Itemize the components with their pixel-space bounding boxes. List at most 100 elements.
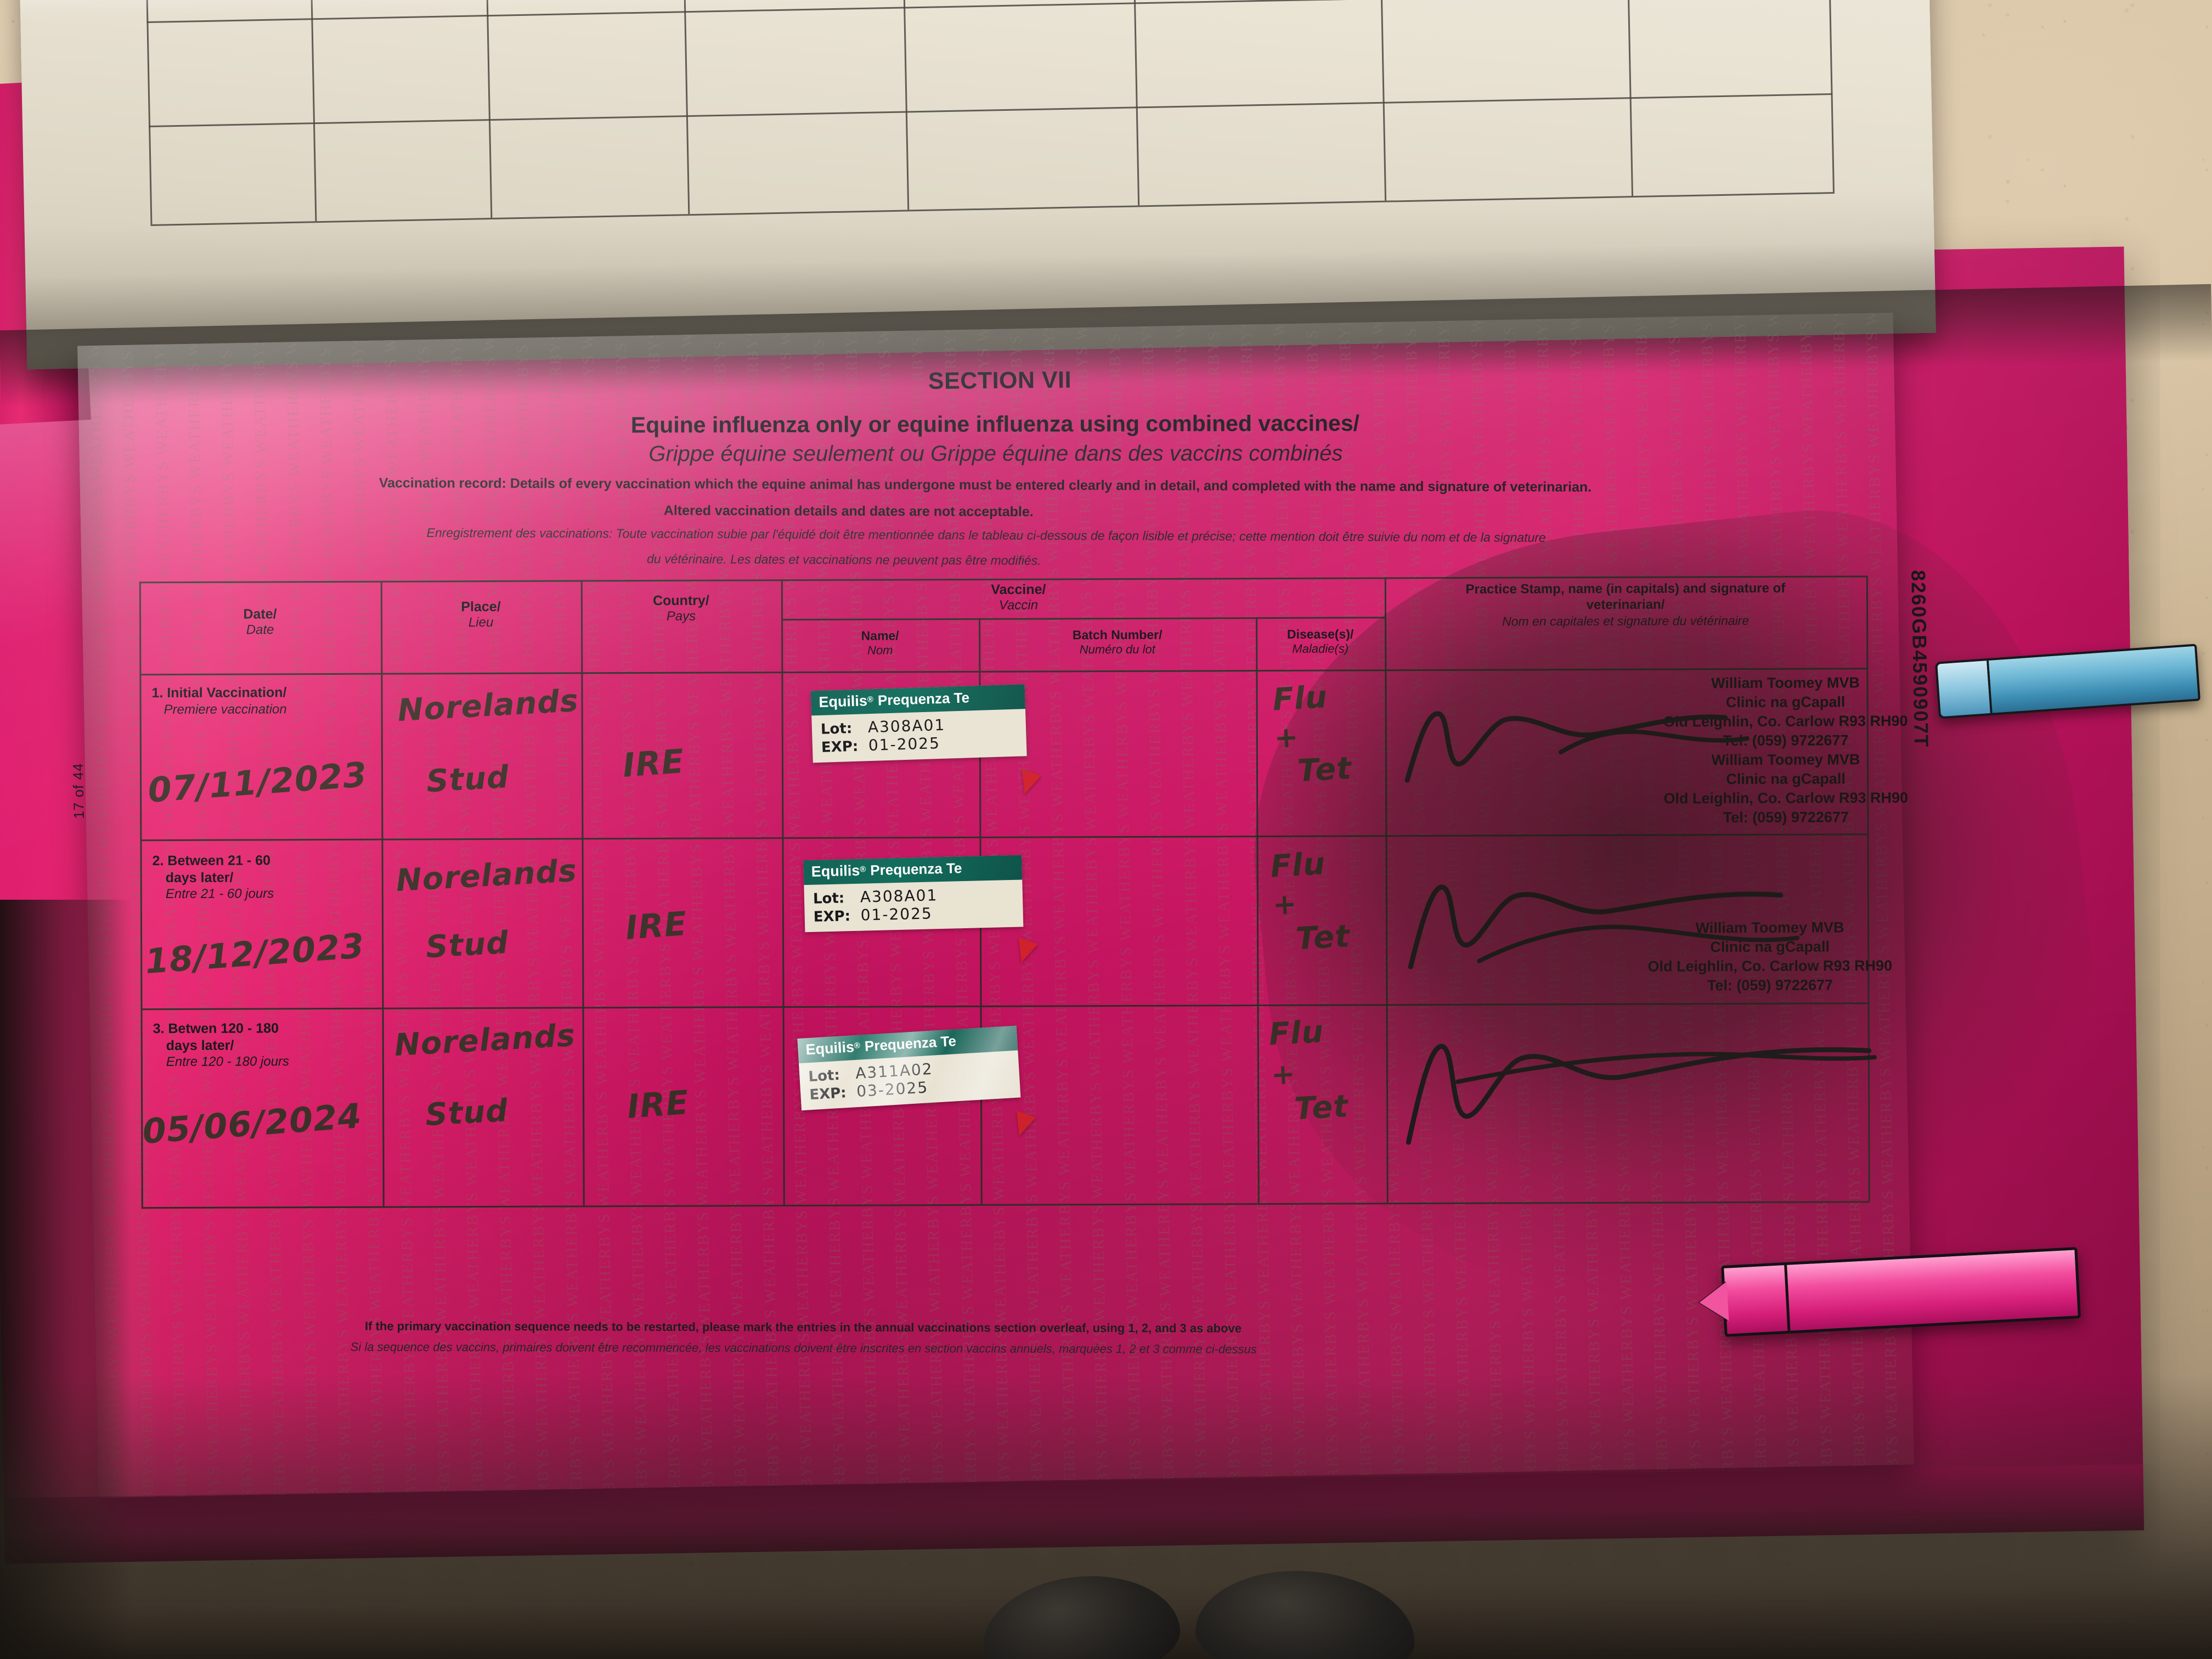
- footer-note-fr: Si la sequence des vaccins, primaires do…: [350, 1340, 1257, 1356]
- row2-stamp-l3: Old Leighlin, Co. Carlow R93 RH90: [1663, 789, 1909, 807]
- header-batch-fr: Numéro du lot: [1079, 642, 1155, 657]
- section-title: SECTION VII: [928, 366, 1072, 394]
- row2-stamp-l1: William Toomey MVB: [1711, 751, 1860, 769]
- header-stamp-en-l2: veterinarian/: [1586, 597, 1665, 613]
- header-batch: Batch Number/ Numéro du lot: [979, 627, 1256, 657]
- row3-vet-signature: [1406, 1043, 1877, 1145]
- upper-grid-vline: [900, 0, 910, 210]
- upper-grid-vline: [680, 0, 690, 215]
- row-label-2: 2. Between 21 - 60 days later/ Entre 21 …: [153, 852, 274, 902]
- header-disease-en: Disease(s)/: [1286, 627, 1354, 641]
- upper-grid-vline: [1825, 0, 1835, 193]
- row2-disease-line1: Flu: [1269, 846, 1327, 885]
- row2-vet-stamp: William Toomey MVB Clinic na gCapall Old…: [1544, 749, 2027, 828]
- upper-grid-vline: [1130, 0, 1140, 206]
- intro-en-line1: Vaccination record: Details of every vac…: [379, 475, 1592, 495]
- table-line-after-place: [580, 580, 585, 1206]
- table-line-row1-bottom: [140, 833, 1869, 842]
- blue-marker-cap: [1937, 660, 1993, 717]
- row3-stamp-l4: Tel: (059) 9722677: [1707, 977, 1833, 994]
- table-line-bottom: [141, 1201, 1870, 1209]
- row3-exp-key: EXP:: [809, 1085, 847, 1104]
- header-date-fr: Date: [246, 622, 274, 637]
- row3-place-line2: Stud: [424, 1092, 509, 1133]
- row2-vaccine-sticker: Equilis® Prequenza Te Lot: A308A01 EXP: 0…: [803, 855, 1024, 933]
- heading-english: Equine influenza only or equine influenz…: [630, 410, 1360, 438]
- header-vaccine-en: Vaccine/: [991, 582, 1046, 597]
- intro-en-line2: Altered vaccination details and dates ar…: [663, 503, 1034, 520]
- row2-label-en-l2: days later/: [165, 870, 234, 885]
- row2-lot-key: Lot:: [812, 890, 845, 907]
- row3-place-line1: Norelands: [393, 1017, 577, 1064]
- row1-sticker-body: Lot: A308A01 EXP: 01-2025: [811, 709, 1027, 763]
- intro-fr-line1: Enregistrement des vaccinations: Toute v…: [426, 525, 1546, 545]
- header-date-en: Date/: [243, 606, 277, 622]
- table-line-row2-bottom: [140, 1002, 1869, 1011]
- row2-country: IRE: [624, 904, 689, 947]
- header-country: Country/ Pays: [581, 592, 781, 624]
- header-name-fr: Nom: [867, 643, 893, 657]
- row3-date-handwritten: 05/06/2024: [141, 1095, 363, 1152]
- row1-exp-value: 01-2025: [868, 734, 941, 755]
- pink-marker-tip: [1698, 1281, 1729, 1323]
- row2-date-handwritten: 18/12/2023: [144, 925, 366, 982]
- row3-country: IRE: [625, 1083, 691, 1126]
- row-label-1: 1. Initial Vaccination/ Premiere vaccina…: [151, 684, 286, 718]
- row2-label-en-l1: 2. Between 21 - 60: [152, 853, 271, 869]
- row3-disease-line1: Flu: [1267, 1014, 1325, 1053]
- row2-sticker-body: Lot: A308A01 EXP: 01-2025: [804, 879, 1023, 932]
- row2-disease-line3: Tet: [1295, 918, 1351, 957]
- row2-product: Prequenza Te: [870, 860, 962, 879]
- row2-red-corner-tab: [1018, 935, 1040, 963]
- row2-exp-key: EXP:: [813, 908, 851, 926]
- header-vaccine-fr: Vaccin: [998, 597, 1039, 613]
- row3-stamp-l2: Clinic na gCapall: [1710, 938, 1830, 956]
- row1-disease-plus: +: [1273, 720, 1300, 755]
- row1-brand-reg: ®: [867, 695, 874, 704]
- header-country-fr: Pays: [666, 608, 696, 624]
- row1-stamp-l4: Tel: (059) 9722677: [1723, 732, 1849, 749]
- row3-disease-line3: Tet: [1293, 1088, 1350, 1127]
- row1-lot-key: Lot:: [820, 720, 853, 738]
- row3-label-fr: Entre 120 - 180 jours: [166, 1054, 290, 1070]
- row3-label-en-l2: days later/: [166, 1037, 234, 1053]
- heading-french: Grippe équine seulement ou Grippe équine…: [648, 441, 1343, 466]
- header-place-fr: Lieu: [468, 614, 494, 630]
- header-date: Date/ Date: [139, 606, 381, 639]
- footer-note-en: If the primary vaccination sequence need…: [364, 1319, 1242, 1335]
- upper-grid-vline: [308, 0, 317, 222]
- row2-stamp-l4: Tel: (059) 9722677: [1723, 809, 1849, 826]
- header-country-en: Country/: [653, 592, 709, 608]
- row1-date-handwritten: 07/11/2023: [146, 754, 369, 811]
- row1-disease-line1: Flu: [1271, 679, 1329, 718]
- row3-exp-value: 03-2025: [856, 1078, 929, 1101]
- header-stamp-fr: Nom en capitales et signature du vétérin…: [1502, 613, 1750, 629]
- row2-stamp-l2: Clinic na gCapall: [1726, 770, 1846, 788]
- header-name-en: Name/: [861, 628, 899, 643]
- row1-label-en-l1: 1. Initial Vaccination/: [151, 685, 287, 701]
- row3-brand: Equilis: [805, 1039, 855, 1058]
- row3-label-en-l1: 3. Betwen 120 - 180: [153, 1020, 279, 1037]
- row2-lot-value: A308A01: [860, 886, 938, 906]
- upper-grid-hline: [149, 93, 1833, 127]
- row2-brand: Equilis: [811, 862, 860, 880]
- row1-brand: Equilis: [818, 692, 868, 710]
- row1-red-corner-tab: [1022, 766, 1043, 794]
- header-batch-en: Batch Number/: [1072, 627, 1163, 642]
- row1-country: IRE: [621, 742, 686, 785]
- row1-vaccine-sticker: Equilis® Prequenza Te Lot: A308A01 EXP: 0…: [810, 684, 1027, 763]
- header-practice-stamp: Practice Stamp, name (in capitals) and s…: [1385, 580, 1866, 629]
- row1-place-line1: Norelands: [397, 682, 580, 729]
- row3-stamp-l1: William Toomey MVB: [1695, 919, 1844, 936]
- table-line-vaccine-split: [781, 617, 1385, 621]
- intro-fr-line2: du vétérinaire. Les dates et vaccination…: [647, 551, 1041, 568]
- row3-product: Prequenza Te: [864, 1032, 957, 1055]
- row2-place-line1: Norelands: [395, 853, 578, 899]
- row3-vet-stamp: William Toomey MVB Clinic na gCapall Old…: [1528, 917, 2011, 996]
- vaccination-record-page: WEATHERBYS WEATHERBYS WEATHERBYS WEATHER…: [70, 312, 1933, 1498]
- header-place: Place/ Lieu: [381, 599, 581, 630]
- table-line-right: [1866, 575, 1870, 1201]
- row3-disease-plus: +: [1270, 1057, 1297, 1092]
- row3-red-corner-tab: [1016, 1108, 1038, 1136]
- header-disease: Disease(s)/ Maladie(s): [1256, 627, 1385, 656]
